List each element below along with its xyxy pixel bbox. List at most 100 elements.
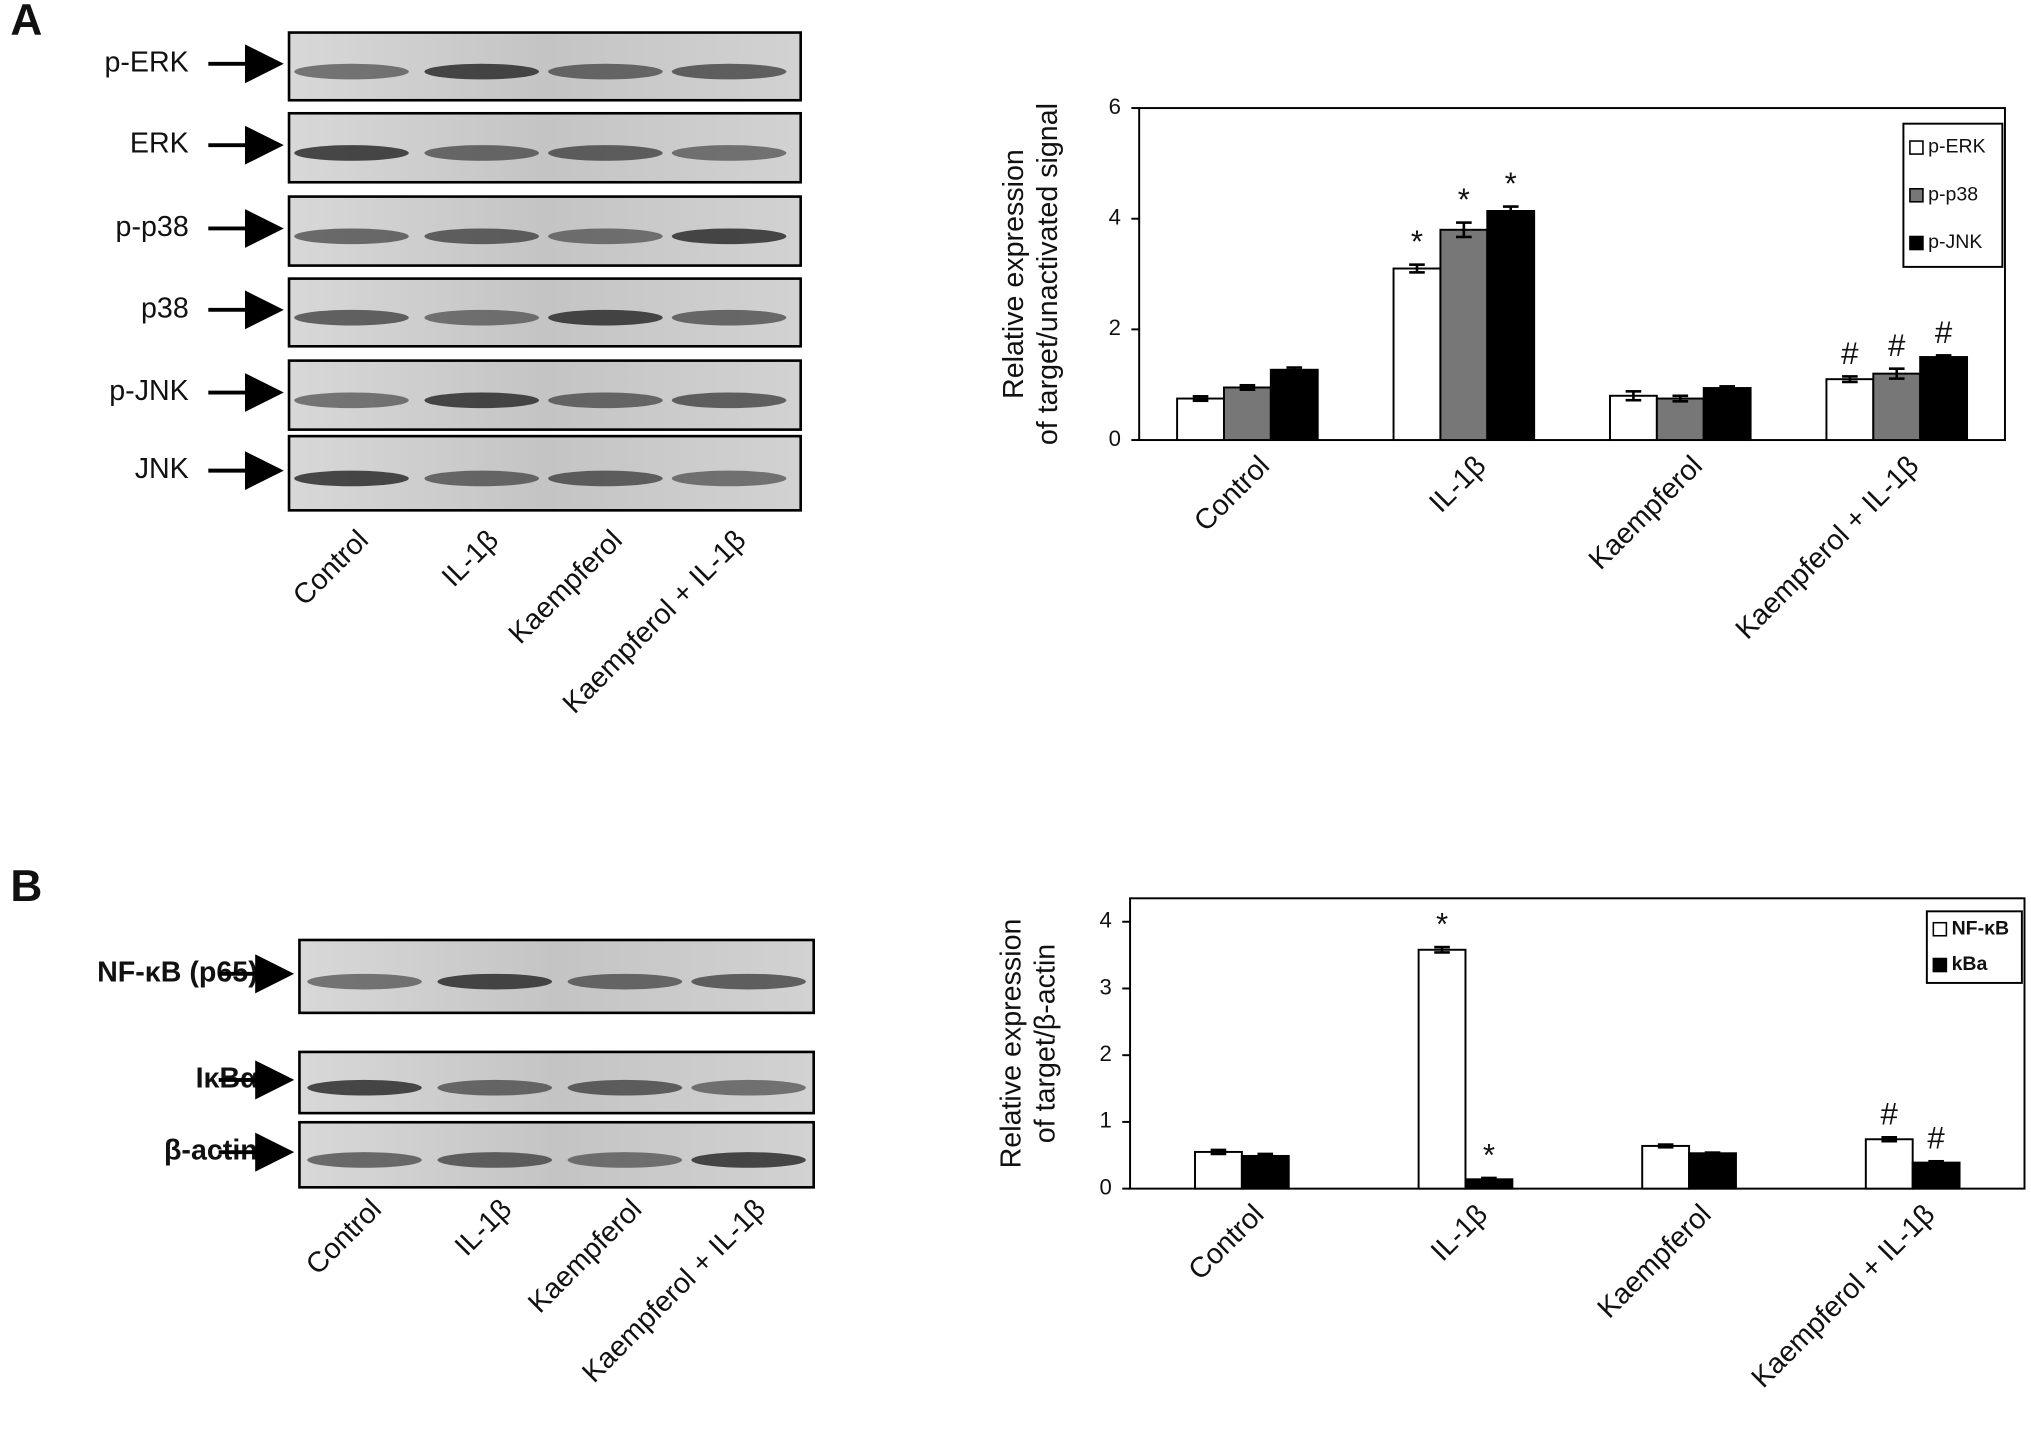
blot-band	[424, 228, 539, 245]
significance-marker: #	[1927, 1121, 1945, 1156]
blot-band	[294, 392, 409, 409]
blot-band	[424, 309, 539, 326]
x-tick-label: Kaempferol + IL-1β	[1730, 450, 1926, 646]
bar	[1194, 1150, 1243, 1190]
error-bar	[1481, 1176, 1497, 1182]
error-bar	[1672, 394, 1689, 403]
blot-band	[567, 973, 683, 990]
error-bar	[1257, 1152, 1274, 1160]
error-bar	[1286, 366, 1303, 374]
bar	[1641, 1144, 1691, 1190]
error-bar	[1409, 263, 1425, 274]
x-tick-label: Kaempferol	[1591, 1198, 1717, 1324]
blot-row-label: p-JNK	[109, 375, 189, 407]
significance-marker: #	[1881, 1097, 1899, 1132]
blot-band	[548, 309, 663, 326]
blot-band	[424, 145, 539, 161]
error-bar	[1625, 390, 1642, 402]
error-bar	[1456, 221, 1472, 239]
blot-band	[671, 228, 787, 245]
blot-band	[424, 63, 539, 80]
blot-band	[548, 470, 663, 487]
significance-marker: #	[1841, 336, 1859, 371]
blot-band	[437, 1152, 553, 1168]
y-tick-label: 6	[1109, 94, 1121, 119]
significance-marker: #	[1888, 328, 1906, 363]
blot-band	[691, 1079, 806, 1096]
lane-label: IL-1β	[436, 524, 505, 593]
panel-label: A	[10, 0, 42, 45]
bar	[1392, 267, 1442, 442]
bar	[1872, 372, 1922, 442]
bar	[1486, 209, 1536, 442]
error-bar	[1928, 1159, 1944, 1166]
error-bar	[1719, 385, 1735, 391]
legend-label: NF-κB	[1952, 917, 2010, 939]
y-tick-label: 0	[1100, 1174, 1112, 1199]
error-bar	[1210, 1148, 1227, 1156]
bar	[1688, 1152, 1737, 1190]
bar	[1609, 394, 1658, 442]
blot-band	[567, 1152, 683, 1168]
bar	[1240, 1154, 1290, 1190]
blot-band	[294, 228, 409, 245]
legend-swatch	[1909, 187, 1924, 203]
lane-label: Kaempferol	[503, 524, 629, 650]
blot-band	[437, 973, 553, 990]
y-tick-label: 4	[1109, 205, 1121, 230]
significance-marker: *	[1505, 166, 1517, 201]
blot-band	[671, 470, 787, 487]
significance-marker: #	[1935, 315, 1953, 350]
lane-label: Control	[287, 524, 375, 612]
y-tick-label: 3	[1100, 974, 1112, 999]
x-tick-label: IL-1β	[1423, 450, 1492, 519]
panel-label: B	[10, 862, 42, 911]
bar	[1439, 228, 1489, 442]
blot-row-label: p-ERK	[104, 46, 188, 78]
significance-marker: *	[1411, 224, 1423, 259]
blot-band	[424, 470, 539, 487]
y-tick-label: 4	[1100, 908, 1112, 933]
legend-swatch	[1932, 921, 1948, 937]
y-tick-label: 2	[1109, 315, 1121, 340]
lane-label: IL-1β	[449, 1193, 518, 1262]
blot-band	[307, 973, 422, 990]
blot-band	[671, 145, 787, 161]
blot-row-label: p38	[141, 292, 189, 324]
legend-swatch	[1909, 235, 1924, 251]
error-bar	[1502, 205, 1519, 217]
bar	[1176, 397, 1225, 442]
legend-label: p-ERK	[1928, 136, 1985, 158]
blot-row-label: ERK	[130, 128, 189, 160]
x-tick-label: Kaempferol	[1583, 450, 1709, 576]
blot-band	[548, 228, 663, 245]
x-tick-label: IL-1β	[1425, 1198, 1494, 1267]
blot-band	[548, 392, 663, 409]
error-bar	[1434, 945, 1450, 954]
blot-band	[307, 1079, 422, 1096]
blot-band	[691, 973, 806, 990]
error-bar	[1239, 383, 1256, 391]
x-tick-label: Control	[1188, 450, 1276, 538]
blot-row-label: p-p38	[116, 211, 189, 243]
blot-band	[424, 392, 539, 409]
significance-marker: *	[1458, 182, 1470, 217]
blot-band	[548, 63, 663, 80]
significance-marker: *	[1436, 907, 1448, 942]
bar	[1417, 948, 1467, 1190]
blot-band	[294, 309, 409, 326]
bar	[1702, 387, 1752, 442]
blot-band	[294, 145, 409, 161]
bar	[1222, 386, 1272, 442]
error-bar	[1192, 395, 1209, 403]
bar	[1911, 1161, 1961, 1190]
blot-band	[567, 1079, 683, 1096]
legend-swatch	[1932, 957, 1948, 973]
lane-label: Kaempferol	[522, 1193, 648, 1319]
significance-marker: *	[1483, 1137, 1495, 1172]
blot-band	[691, 1152, 806, 1168]
blot-band	[548, 145, 663, 161]
error-bar	[1888, 367, 1905, 380]
